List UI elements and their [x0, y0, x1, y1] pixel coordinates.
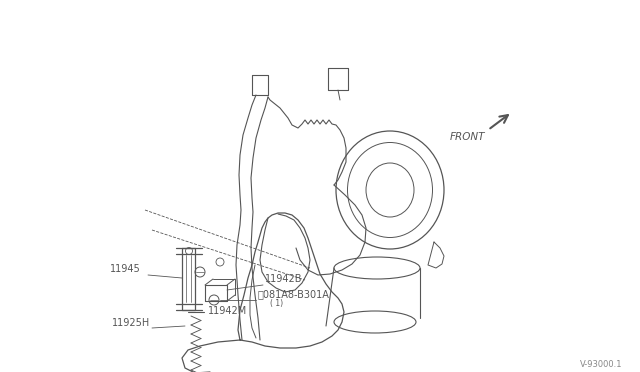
Text: V-93000.1: V-93000.1	[579, 360, 622, 369]
Text: 11945: 11945	[110, 264, 141, 274]
Text: 11925H: 11925H	[112, 318, 150, 328]
Text: 11942M: 11942M	[208, 306, 247, 316]
Text: 11942B: 11942B	[265, 274, 303, 284]
Text: FRONT: FRONT	[449, 132, 485, 142]
Text: ( 1): ( 1)	[270, 299, 283, 308]
Text: Ⓑ081A8-B301A: Ⓑ081A8-B301A	[258, 289, 330, 299]
